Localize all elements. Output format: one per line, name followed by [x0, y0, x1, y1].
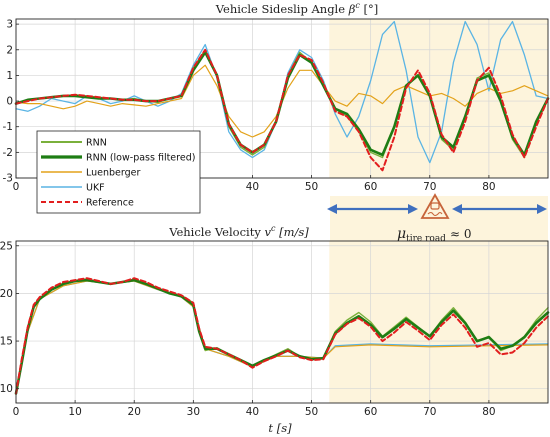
slippery-road-warning-icon — [420, 193, 450, 219]
sideslip-title: Vehicle Sideslip Angle βc [°] — [215, 1, 378, 16]
y-tick-label: 1 — [6, 70, 13, 82]
velocity-title-unit: [m/s] — [275, 225, 309, 239]
velocity-title-sup: c — [271, 224, 276, 233]
x-tick-label: 0 — [13, 181, 20, 193]
sideslip-title-sup: c — [355, 1, 360, 10]
legend: RNN RNN (low-pass filtered) Luenberger U… — [36, 130, 201, 214]
legend-rnn-lp-label: RNN (low-pass filtered) — [86, 153, 195, 164]
velocity-title: Vehicle Velocity vc [m/s] — [168, 224, 309, 239]
x-tick-label: 60 — [364, 406, 377, 418]
legend-reference-label: Reference — [86, 198, 134, 209]
sideslip-title-symbol: β — [348, 2, 356, 16]
friction-annotation: μtire road ≈ 0 — [327, 193, 548, 244]
series-line-reference — [15, 277, 549, 395]
x-tick-label: 10 — [68, 406, 81, 418]
y-tick-label: 3 — [6, 19, 13, 31]
x-axis-unit: [s] — [273, 421, 292, 435]
x-tick-label: 40 — [246, 181, 259, 193]
sideslip-plot-frame — [15, 18, 549, 179]
sideslip-series — [14, 20, 550, 172]
sideslip-title-text: Vehicle Sideslip Angle — [215, 2, 345, 16]
y-tick-label: -2 — [3, 147, 13, 159]
y-tick-label: 2 — [6, 44, 13, 56]
legend-luenberger-label: Luenberger — [86, 168, 141, 179]
x-tick-label: 50 — [305, 406, 318, 418]
mu-subscript: tire road — [406, 234, 446, 244]
y-tick-label: 0 — [6, 96, 13, 108]
x-tick-label: 0 — [13, 406, 20, 418]
y-tick-label: 25 — [0, 240, 13, 252]
x-tick-label: 40 — [246, 406, 259, 418]
velocity-title-symbol: v — [264, 225, 271, 239]
series-line-reference — [15, 48, 549, 172]
x-tick-label: 60 — [364, 181, 377, 193]
x-tick-label: 30 — [187, 406, 200, 418]
y-tick-label: 15 — [0, 336, 13, 348]
x-tick-label: 20 — [128, 406, 141, 418]
x-tick-label: 70 — [423, 406, 436, 418]
x-axis-label: t [s] — [268, 421, 292, 435]
friction-label: μtire road ≈ 0 — [397, 226, 471, 244]
right-arrow-head-outer — [537, 204, 547, 214]
mu-symbol: μ — [397, 226, 406, 242]
left-arrow-head-inner — [408, 204, 418, 214]
velocity-series — [14, 277, 550, 395]
velocity-y-ticks: 10 15 20 25 — [0, 240, 19, 395]
velocity-x-ticks: 0 10 20 30 40 50 60 70 80 — [13, 400, 496, 418]
x-tick-label: 80 — [482, 406, 495, 418]
low-friction-region-shade — [329, 19, 548, 178]
x-tick-label: 50 — [305, 181, 318, 193]
sideslip-title-unit: [°] — [360, 2, 378, 16]
x-tick-label: 70 — [423, 181, 436, 193]
legend-rnn-label: RNN — [86, 138, 107, 149]
y-tick-label: 10 — [0, 383, 13, 395]
x-tick-label: 80 — [482, 181, 495, 193]
right-arrow-head-inner — [452, 204, 462, 214]
approx-zero: ≈ 0 — [450, 227, 472, 241]
legend-ukf-label: UKF — [86, 183, 105, 194]
y-tick-label: -1 — [3, 121, 13, 133]
y-tick-label: 20 — [0, 288, 13, 300]
x-axis-symbol: t — [268, 421, 273, 435]
left-arrow-head-outer — [327, 204, 337, 214]
y-tick-label: -3 — [3, 173, 13, 185]
velocity-title-text: Vehicle Velocity — [168, 225, 261, 239]
velocity-plot-frame — [15, 240, 549, 404]
low-friction-region-shade-velocity — [329, 241, 548, 403]
sideslip-y-ticks: -3 -2 -1 0 1 2 3 — [3, 19, 19, 185]
